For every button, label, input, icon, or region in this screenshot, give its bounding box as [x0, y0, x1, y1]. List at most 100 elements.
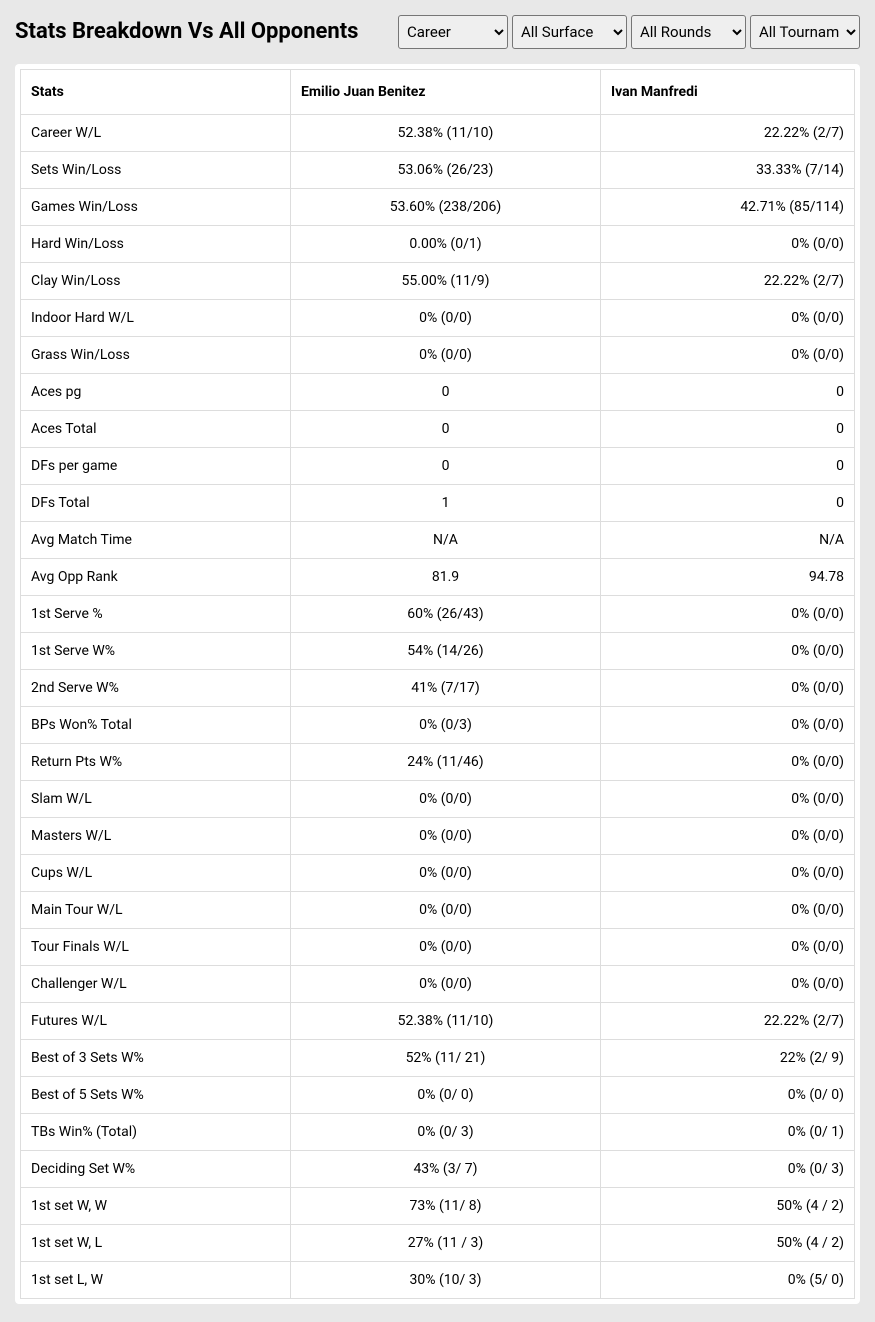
col-header-player1: Emilio Juan Benitez [291, 70, 601, 115]
stat-name-cell: Grass Win/Loss [21, 337, 291, 374]
player1-value-cell: 53.06% (26/23) [291, 152, 601, 189]
stat-name-cell: Challenger W/L [21, 966, 291, 1003]
player1-value-cell: N/A [291, 522, 601, 559]
stat-name-cell: 1st Serve % [21, 596, 291, 633]
stat-name-cell: BPs Won% Total [21, 707, 291, 744]
player1-value-cell: 27% (11 / 3) [291, 1225, 601, 1262]
stat-name-cell: TBs Win% (Total) [21, 1114, 291, 1151]
table-row: Return Pts W%24% (11/46)0% (0/0) [21, 744, 855, 781]
table-row: Challenger W/L0% (0/0)0% (0/0) [21, 966, 855, 1003]
table-header-row: Stats Emilio Juan Benitez Ivan Manfredi [21, 70, 855, 115]
player1-value-cell: 0% (0/0) [291, 818, 601, 855]
player2-value-cell: 0% (0/0) [601, 818, 855, 855]
stats-table: Stats Emilio Juan Benitez Ivan Manfredi … [20, 69, 855, 1299]
table-row: 1st set W, W73% (11/ 8)50% (4 / 2) [21, 1188, 855, 1225]
table-row: Deciding Set W%43% (3/ 7)0% (0/ 3) [21, 1151, 855, 1188]
table-row: Best of 5 Sets W%0% (0/ 0)0% (0/ 0) [21, 1077, 855, 1114]
player1-value-cell: 52.38% (11/10) [291, 1003, 601, 1040]
stat-name-cell: 1st set W, L [21, 1225, 291, 1262]
table-row: Grass Win/Loss0% (0/0)0% (0/0) [21, 337, 855, 374]
stat-name-cell: Best of 5 Sets W% [21, 1077, 291, 1114]
player2-value-cell: 22% (2/ 9) [601, 1040, 855, 1077]
player2-value-cell: 0% (0/0) [601, 892, 855, 929]
table-row: Masters W/L0% (0/0)0% (0/0) [21, 818, 855, 855]
table-row: Best of 3 Sets W%52% (11/ 21)22% (2/ 9) [21, 1040, 855, 1077]
player1-value-cell: 0% (0/ 3) [291, 1114, 601, 1151]
player2-value-cell: 0% (0/0) [601, 855, 855, 892]
player1-value-cell: 73% (11/ 8) [291, 1188, 601, 1225]
filter-surface-select[interactable]: All Surface [512, 15, 627, 49]
stat-name-cell: Cups W/L [21, 855, 291, 892]
player2-value-cell: 0% (0/0) [601, 337, 855, 374]
player2-value-cell: 0% (0/0) [601, 966, 855, 1003]
player1-value-cell: 0% (0/0) [291, 929, 601, 966]
table-row: BPs Won% Total0% (0/3)0% (0/0) [21, 707, 855, 744]
player2-value-cell: N/A [601, 522, 855, 559]
player2-value-cell: 50% (4 / 2) [601, 1188, 855, 1225]
table-row: DFs per game00 [21, 448, 855, 485]
player2-value-cell: 0% (0/0) [601, 300, 855, 337]
table-row: TBs Win% (Total)0% (0/ 3)0% (0/ 1) [21, 1114, 855, 1151]
player2-value-cell: 0% (0/ 1) [601, 1114, 855, 1151]
player2-value-cell: 0% (0/0) [601, 226, 855, 263]
stat-name-cell: Return Pts W% [21, 744, 291, 781]
table-row: 1st Serve W%54% (14/26)0% (0/0) [21, 633, 855, 670]
stat-name-cell: Masters W/L [21, 818, 291, 855]
player2-value-cell: 0% (0/0) [601, 781, 855, 818]
player1-value-cell: 43% (3/ 7) [291, 1151, 601, 1188]
stat-name-cell: Best of 3 Sets W% [21, 1040, 291, 1077]
player1-value-cell: 52.38% (11/10) [291, 115, 601, 152]
stat-name-cell: Futures W/L [21, 1003, 291, 1040]
player2-value-cell: 42.71% (85/114) [601, 189, 855, 226]
table-row: 2nd Serve W%41% (7/17)0% (0/0) [21, 670, 855, 707]
player1-value-cell: 0 [291, 411, 601, 448]
stat-name-cell: 1st Serve W% [21, 633, 291, 670]
filter-tournament-select[interactable]: All Tournaments [750, 15, 860, 49]
table-row: 1st Serve %60% (26/43)0% (0/0) [21, 596, 855, 633]
player2-value-cell: 0 [601, 411, 855, 448]
player1-value-cell: 0% (0/0) [291, 966, 601, 1003]
col-header-stats: Stats [21, 70, 291, 115]
player1-value-cell: 0% (0/0) [291, 781, 601, 818]
player2-value-cell: 22.22% (2/7) [601, 263, 855, 300]
player2-value-cell: 0% (0/0) [601, 707, 855, 744]
player2-value-cell: 0% (0/0) [601, 596, 855, 633]
player2-value-cell: 0% (0/ 3) [601, 1151, 855, 1188]
filter-period-select[interactable]: Career [398, 15, 508, 49]
player1-value-cell: 0.00% (0/1) [291, 226, 601, 263]
player1-value-cell: 0% (0/0) [291, 892, 601, 929]
table-row: Tour Finals W/L0% (0/0)0% (0/0) [21, 929, 855, 966]
stat-name-cell: Slam W/L [21, 781, 291, 818]
player2-value-cell: 0% (0/0) [601, 670, 855, 707]
filter-round-select[interactable]: All Rounds [631, 15, 746, 49]
stats-table-container: Stats Emilio Juan Benitez Ivan Manfredi … [15, 64, 860, 1304]
table-row: Aces pg00 [21, 374, 855, 411]
player1-value-cell: 0% (0/ 0) [291, 1077, 601, 1114]
stat-name-cell: Sets Win/Loss [21, 152, 291, 189]
player1-value-cell: 0 [291, 448, 601, 485]
stat-name-cell: Hard Win/Loss [21, 226, 291, 263]
filter-bar: Career All Surface All Rounds All Tourna… [398, 15, 860, 49]
stat-name-cell: Career W/L [21, 115, 291, 152]
player2-value-cell: 0 [601, 374, 855, 411]
player1-value-cell: 81.9 [291, 559, 601, 596]
stat-name-cell: DFs per game [21, 448, 291, 485]
table-row: Avg Opp Rank81.994.78 [21, 559, 855, 596]
player2-value-cell: 0 [601, 448, 855, 485]
col-header-player2: Ivan Manfredi [601, 70, 855, 115]
player1-value-cell: 0% (0/0) [291, 855, 601, 892]
table-row: Aces Total00 [21, 411, 855, 448]
page-title: Stats Breakdown Vs All Opponents [15, 19, 358, 45]
stat-name-cell: Tour Finals W/L [21, 929, 291, 966]
table-row: 1st set L, W30% (10/ 3)0% (5/ 0) [21, 1262, 855, 1299]
player2-value-cell: 0% (0/ 0) [601, 1077, 855, 1114]
table-row: Hard Win/Loss0.00% (0/1)0% (0/0) [21, 226, 855, 263]
stat-name-cell: 1st set W, W [21, 1188, 291, 1225]
stat-name-cell: Main Tour W/L [21, 892, 291, 929]
stat-name-cell: Avg Match Time [21, 522, 291, 559]
stat-name-cell: DFs Total [21, 485, 291, 522]
player2-value-cell: 94.78 [601, 559, 855, 596]
player2-value-cell: 50% (4 / 2) [601, 1225, 855, 1262]
player2-value-cell: 22.22% (2/7) [601, 1003, 855, 1040]
player2-value-cell: 22.22% (2/7) [601, 115, 855, 152]
